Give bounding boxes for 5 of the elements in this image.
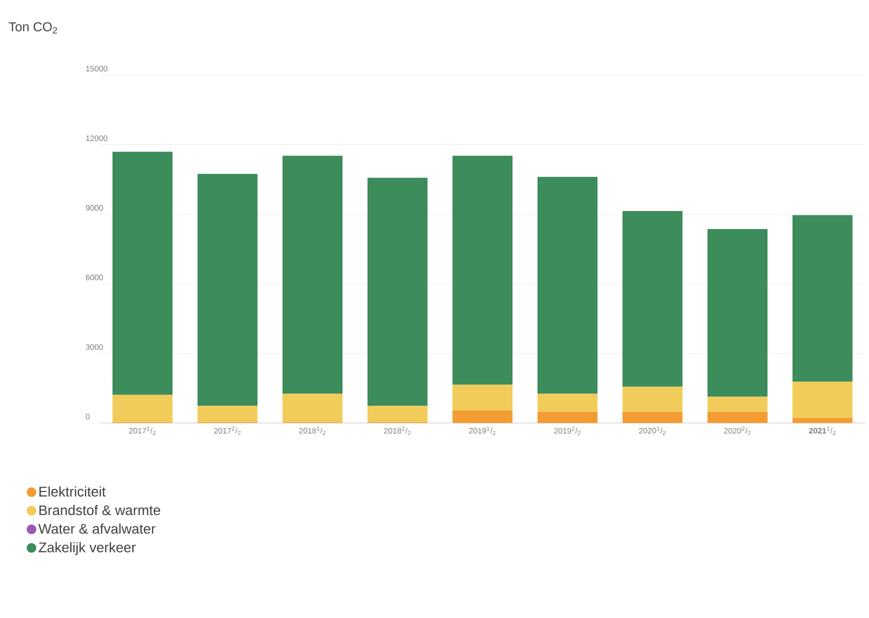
legend-label: Elektriciteit: [39, 486, 106, 497]
y-axis-title: Ton CO$_{2}$: [8, 22, 58, 34]
legend-label: Zakelijk verkeer: [38, 542, 136, 556]
legend-label: Water & afvalwater: [38, 524, 156, 534]
legend-label: Brandstof & warmte: [39, 504, 160, 516]
